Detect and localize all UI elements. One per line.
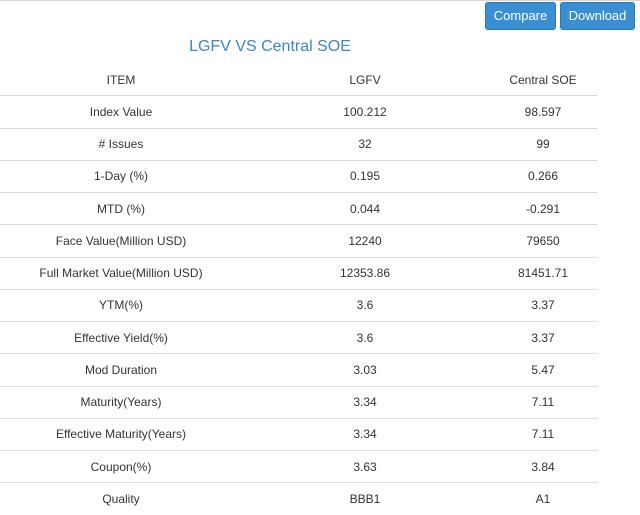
row-lgfv-value: 3.6 — [242, 321, 488, 355]
row-lgfv-value: 0.044 — [242, 192, 488, 226]
row-item-label: Maturity(Years) — [0, 386, 242, 419]
table-row: YTM(%) 3.6 3.37 — [0, 289, 598, 323]
table-row: Maturity(Years) 3.34 7.11 — [0, 386, 598, 419]
row-central-soe-value: 99 — [488, 128, 598, 161]
compare-button[interactable]: Compare — [485, 2, 556, 30]
row-item-label: Effective Yield(%) — [0, 321, 242, 355]
table-row: Index Value 100.212 98.597 — [0, 95, 598, 129]
row-item-label: Effective Maturity(Years) — [0, 418, 242, 452]
table-row: Quality BBB1 A1 — [0, 483, 598, 515]
table-header-row: ITEM LGFV Central SOE — [0, 64, 598, 97]
row-lgfv-value: 12240 — [242, 224, 488, 258]
row-central-soe-value: 7.11 — [488, 418, 598, 452]
comparison-table: ITEM LGFV Central SOE Index Value 100.21… — [0, 64, 598, 515]
row-lgfv-value: 3.03 — [242, 353, 488, 387]
row-central-soe-value: A1 — [535, 491, 551, 506]
row-lgfv-value: 3.34 — [242, 386, 488, 419]
table-row: Mod Duration 3.03 5.47 — [0, 353, 598, 387]
table-row: Full Market Value(Million USD) 12353.86 … — [0, 257, 598, 290]
table-row: MTD (%) 0.044 -0.291 — [0, 192, 598, 226]
row-lgfv-value: 3.6 — [242, 289, 488, 323]
row-item-label: YTM(%) — [0, 289, 242, 323]
row-lgfv-value: 3.63 — [242, 450, 488, 484]
row-central-soe-value: 3.37 — [488, 289, 598, 323]
table-row: Face Value(Million USD) 12240 79650 — [0, 224, 598, 258]
row-central-soe-value: 79650 — [488, 224, 598, 258]
row-item-label: Face Value(Million USD) — [0, 224, 242, 258]
row-item-label: Coupon(%) — [0, 450, 242, 484]
row-central-soe-value: -0.291 — [488, 192, 598, 226]
download-button[interactable]: Download — [560, 2, 635, 30]
row-item-label: 1-Day (%) — [0, 160, 242, 194]
row-central-soe-value: 3.37 — [488, 321, 598, 355]
row-central-soe-value: 5.47 — [488, 353, 598, 387]
row-lgfv-value: 3.34 — [242, 418, 488, 452]
row-item-label: Quality — [102, 491, 140, 506]
top-divider — [0, 0, 640, 1]
header-lgfv: LGFV — [242, 64, 488, 97]
row-lgfv-value: 100.212 — [242, 95, 488, 129]
row-item-label: MTD (%) — [0, 192, 242, 226]
row-central-soe-value: 0.266 — [488, 160, 598, 194]
row-central-soe-value: 3.84 — [488, 450, 598, 484]
row-central-soe-value: 7.11 — [488, 386, 598, 419]
row-lgfv-value: BBB1 — [349, 491, 381, 506]
table-row: Effective Maturity(Years) 3.34 7.11 — [0, 418, 598, 452]
table-row: # Issues 32 99 — [0, 128, 598, 161]
row-item-label: # Issues — [0, 128, 242, 161]
row-central-soe-value: 81451.71 — [488, 257, 598, 290]
page-title: LGFV VS Central SOE — [189, 38, 351, 55]
header-item: ITEM — [0, 64, 242, 97]
row-item-label: Index Value — [0, 95, 242, 129]
table-row: Coupon(%) 3.63 3.84 — [0, 450, 598, 484]
row-lgfv-value: 32 — [242, 128, 488, 161]
row-item-label: Mod Duration — [0, 353, 242, 387]
table-row: Effective Yield(%) 3.6 3.37 — [0, 321, 598, 355]
row-item-label: Full Market Value(Million USD) — [0, 257, 242, 290]
header-central-soe: Central SOE — [488, 64, 598, 97]
row-central-soe-value: 98.597 — [488, 95, 598, 129]
row-lgfv-value: 0.195 — [242, 160, 488, 194]
table-row: 1-Day (%) 0.195 0.266 — [0, 160, 598, 194]
row-lgfv-value: 12353.86 — [242, 257, 488, 290]
